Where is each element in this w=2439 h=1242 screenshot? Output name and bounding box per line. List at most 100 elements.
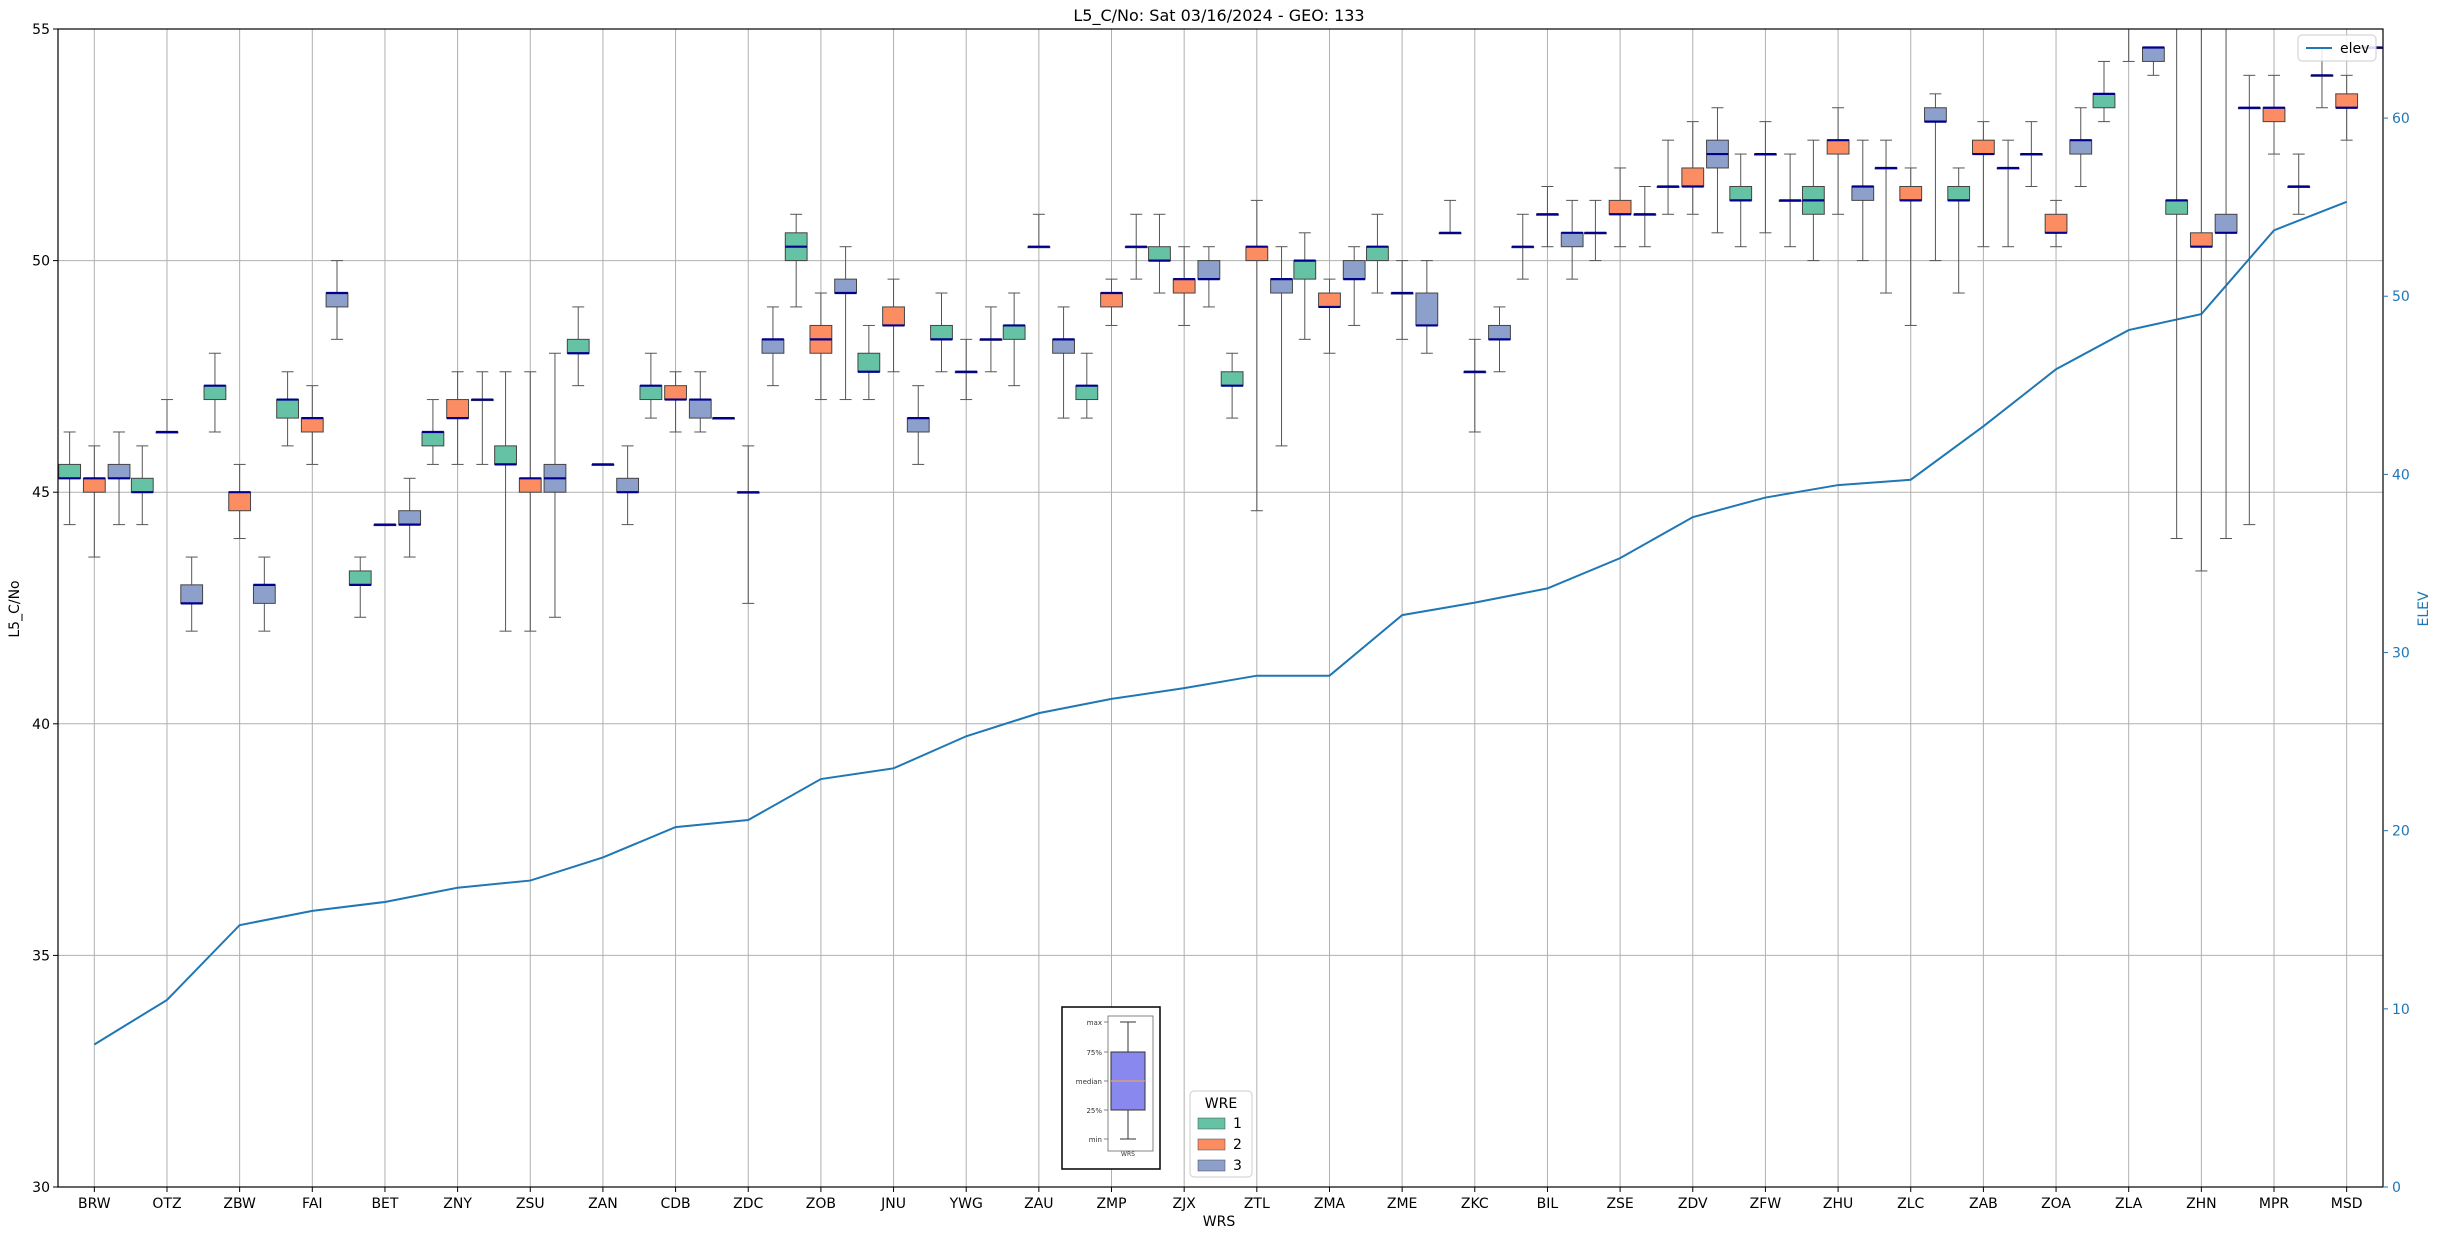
x-tick-label: ZMP [1096, 1196, 1126, 1212]
x-tick-label: ZKC [1461, 1196, 1489, 1212]
box-body [1197, 260, 1221, 280]
box-ZHN-wre2 [2189, 29, 2213, 572]
box-ZDC-wre3 [761, 306, 785, 387]
box-ZAU-wre1 [1002, 292, 1026, 387]
x-tick-label: ZFW [1750, 1196, 1782, 1212]
box-body [1608, 199, 1632, 215]
box-ZBW-wre3 [252, 556, 276, 632]
box-ZOB-wre1 [784, 213, 808, 308]
y2-tick-label: 60 [2392, 111, 2410, 127]
box-series [58, 29, 2383, 632]
box-body [252, 584, 276, 604]
box-BIL-wre1 [1511, 213, 1535, 280]
box-ZHU-wre1 [1801, 139, 1825, 262]
box-BIL-wre2 [1536, 185, 1559, 248]
box-body [348, 570, 372, 586]
x-tick-label: ZOB [806, 1196, 836, 1212]
box-body [1851, 185, 1875, 201]
box-body [1100, 292, 1123, 308]
box-body [398, 510, 422, 526]
box-body [130, 477, 154, 493]
box-ZJX-wre1 [1148, 213, 1171, 294]
key-label: 25% [1086, 1107, 1102, 1115]
box-ZAU-wre3 [1052, 306, 1075, 419]
x-tick-label: OTZ [152, 1196, 181, 1212]
key-label: min [1089, 1136, 1102, 1144]
box-ZMA-wre2 [1318, 278, 1341, 354]
box-ZHU-wre3 [1851, 139, 1875, 262]
box-ZMA-wre1 [1293, 232, 1317, 340]
box-ZTL-wre3 [1270, 246, 1293, 447]
box-ZOB-wre2 [809, 292, 833, 401]
box-CDB-wre2 [664, 371, 687, 433]
box-OTZ-wre2 [155, 399, 179, 434]
box-body [639, 385, 663, 401]
box-YWG-wre1 [930, 292, 953, 373]
box-FAI-wre1 [276, 371, 299, 447]
box-ZLC-wre3 [1924, 93, 1947, 262]
box-ZMP-wre3 [1124, 213, 1148, 280]
axes: 30 35 40 45 50 55 0 10 20 30 40 50 60 BRW OTZ ZBW FAI BET… [32, 22, 2410, 1212]
y-tick-label: 45 [32, 485, 50, 501]
box-MPR-wre1 [2237, 74, 2261, 526]
x-tick-label: ZTL [1244, 1196, 1270, 1212]
box-body [906, 417, 930, 433]
box-ZLA-wre1 [2092, 60, 2116, 123]
box-ZMA-wre3 [1342, 246, 1366, 326]
box-BRW-wre2 [82, 445, 106, 558]
box-BRW-wre3 [107, 431, 131, 526]
box-body [2262, 107, 2286, 123]
box-body [1681, 167, 1705, 187]
box-body [276, 399, 299, 419]
wre-legend-title: WRE [1205, 1096, 1237, 1112]
box-BIL-wre3 [1560, 199, 1584, 280]
box-body [2335, 93, 2359, 109]
box-body [1075, 385, 1099, 401]
box-ZJX-wre2 [1172, 246, 1196, 326]
box-body [518, 477, 542, 493]
box-body [1293, 260, 1317, 280]
box-body [1729, 185, 1753, 201]
x-tick-label: ZOA [2041, 1196, 2071, 1212]
box-body [2044, 213, 2068, 234]
box-body [2165, 199, 2189, 215]
box-key-inset: max 75% median 25% min WRS [1061, 1006, 1161, 1170]
box-ZSU-wre3 [543, 352, 567, 618]
box-body [58, 463, 82, 479]
y2-tick-label: 50 [2392, 289, 2410, 305]
box-ZTL-wre2 [1245, 199, 1269, 512]
box-body [1245, 246, 1269, 262]
box-MPR-wre3 [2287, 153, 2311, 215]
box-ZOA-wre1 [2019, 121, 2043, 187]
box-body [1052, 338, 1075, 354]
box-ZNY-wre2 [446, 371, 470, 465]
box-ZAU-wre2 [1027, 213, 1051, 249]
box-ZOA-wre3 [2069, 107, 2093, 187]
key-inner-frame [1107, 1015, 1154, 1152]
box-body [616, 477, 640, 493]
y-tick-label: 40 [32, 717, 50, 733]
x-tick-label: MPR [2259, 1196, 2290, 1212]
box-OTZ-wre1 [130, 445, 154, 526]
x-tick-label: YWG [949, 1196, 983, 1212]
box-body [930, 324, 953, 340]
box-ZJX-wre3 [1197, 246, 1221, 308]
box-body [82, 477, 106, 493]
x-tick-label: ZJX [1173, 1196, 1197, 1212]
elev-legend-label: elev [2340, 41, 2369, 57]
y2-tick-label: 0 [2392, 1180, 2401, 1196]
box-ZMP-wre2 [1100, 278, 1123, 326]
box-body [180, 584, 204, 604]
box-body [1220, 371, 1244, 387]
y2-tick-label: 30 [2392, 646, 2410, 662]
y2-axis-label: ELEV [2416, 591, 2432, 626]
box-body [1342, 260, 1366, 280]
x-tick-label: CDB [660, 1196, 690, 1212]
box-body [325, 292, 349, 308]
box-ZFW-wre2 [1754, 121, 1777, 234]
box-ZMP-wre1 [1075, 352, 1099, 419]
x-tick-label: ZSE [1606, 1196, 1633, 1212]
box-BRW-wre1 [58, 431, 82, 526]
box-body [664, 385, 687, 401]
